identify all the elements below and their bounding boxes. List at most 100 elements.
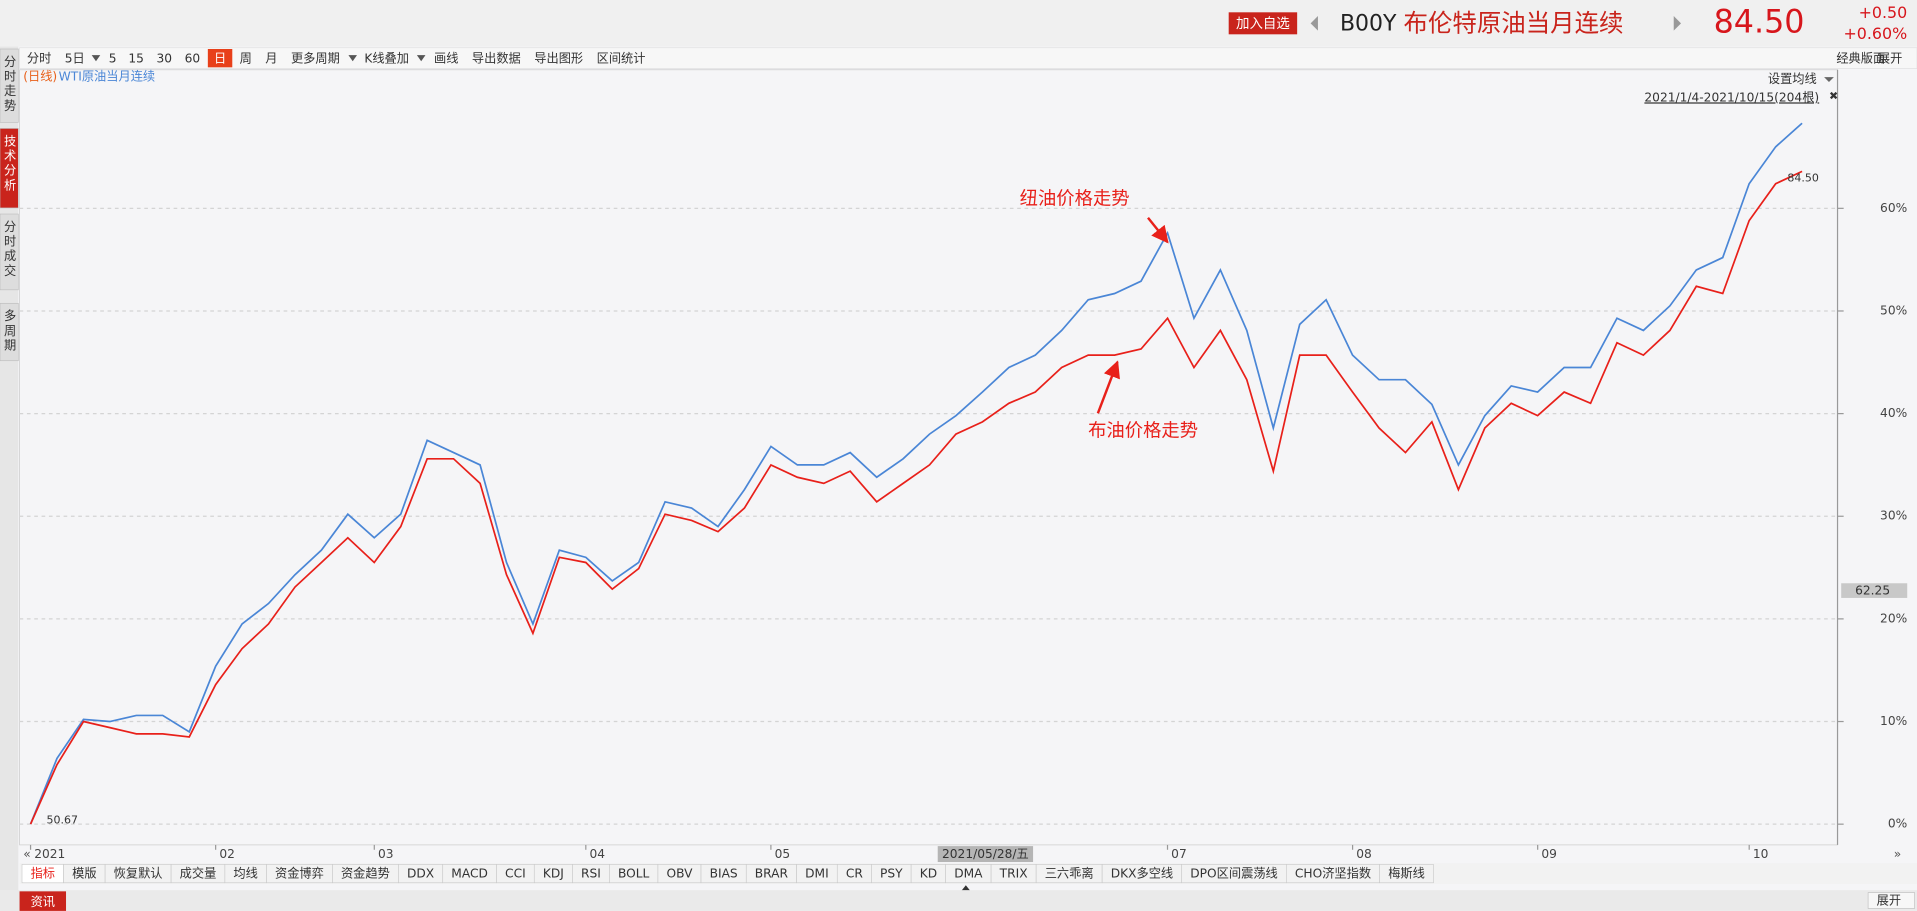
annotation: 纽油价格走势: [1020, 188, 1130, 209]
toolbar-item[interactable]: 15: [128, 51, 144, 65]
side-tab-label[interactable]: 多周期: [2, 309, 16, 353]
y-tick-label: 60%: [1880, 201, 1907, 215]
active-period[interactable]: [207, 48, 233, 68]
side-tab-label[interactable]: 分时走势: [2, 55, 16, 114]
side-tab-label[interactable]: 技术分析: [2, 134, 16, 193]
indicator-tab-label[interactable]: DKX多空线: [1111, 867, 1173, 881]
chevrons: «: [1862, 51, 1869, 65]
toolbar-item[interactable]: 分时: [27, 51, 51, 65]
toolbar-item[interactable]: 导出图形: [534, 51, 583, 65]
annotation-arrow: [1096, 360, 1120, 414]
indicator-tab-label[interactable]: DMA: [954, 867, 983, 881]
y-tick-label: 0%: [1888, 817, 1907, 831]
toolbar: [19, 47, 1917, 69]
toolbar-item[interactable]: 5日: [65, 51, 85, 65]
toolbar-item[interactable]: 更多周期: [291, 51, 340, 65]
indicator-tab-label[interactable]: CR: [846, 867, 864, 881]
indicator-tab-label[interactable]: PSY: [880, 867, 903, 881]
next-arrow[interactable]: [1673, 15, 1682, 31]
dropdown-arrow[interactable]: [91, 55, 101, 62]
indicator-tab-label[interactable]: 资金趋势: [341, 866, 390, 881]
side-tab[interactable]: [0, 213, 19, 291]
indicator-tab-label[interactable]: OBV: [666, 867, 693, 881]
layout-toggle[interactable]: 经典版面: [1836, 51, 1885, 65]
dropdown-arrow[interactable]: [1824, 77, 1834, 83]
x-tick-label: 03: [378, 847, 394, 861]
toolbar-item[interactable]: 画线: [434, 51, 458, 65]
indicator-tab-label[interactable]: 资金博弈: [275, 866, 324, 881]
toolbar-item[interactable]: 导出数据: [472, 50, 521, 65]
news-tab[interactable]: [19, 891, 67, 911]
indicator-tab-label[interactable]: 恢复默认: [114, 866, 163, 881]
scroll-left[interactable]: «: [23, 847, 30, 861]
indicator-tab-label[interactable]: CCI: [505, 867, 526, 881]
pin-icon[interactable]: ✖: [1829, 90, 1838, 103]
indicator-tab-label[interactable]: DDX: [407, 867, 434, 881]
toolbar-item[interactable]: 区间统计: [597, 51, 646, 65]
y-tick-label: 40%: [1880, 406, 1907, 420]
dropdown-arrow[interactable]: [348, 55, 357, 62]
collapse-handle[interactable]: [960, 885, 971, 892]
add-watchlist-button[interactable]: [1228, 12, 1298, 35]
y-tick-label: 50%: [1880, 303, 1907, 317]
toolbar-item[interactable]: 5: [109, 51, 117, 65]
toolbar-item[interactable]: 日: [214, 51, 226, 65]
toolbar-item[interactable]: K线叠加: [364, 51, 409, 65]
series-line: [29, 170, 1803, 825]
toolbar-item[interactable]: 30: [156, 51, 172, 65]
x-tick-label: 05: [775, 847, 791, 861]
expand-label[interactable]: 展开: [1877, 894, 1901, 908]
indicator-tab-label[interactable]: 指标: [31, 866, 55, 881]
toolbar-item[interactable]: 月: [265, 51, 277, 65]
indicator-tab-label[interactable]: TRIX: [999, 867, 1028, 881]
indicator-tab-label[interactable]: KD: [920, 867, 937, 881]
crosshair-y-box: [1841, 583, 1908, 598]
symbol-name: 布伦特原油当月连续: [1404, 9, 1624, 38]
x-tick-label: 09: [1541, 847, 1557, 861]
period-label: (日线): [23, 70, 57, 84]
crosshair-x-box: [937, 846, 1034, 863]
side-tab-label[interactable]: 分时成交: [2, 220, 16, 279]
footer-bar: [0, 890, 1917, 911]
plot-area: [19, 69, 1838, 846]
indicator-tab-label[interactable]: BRAR: [755, 867, 789, 881]
toolbar-item[interactable]: 周: [240, 51, 252, 65]
indicator-tab-label[interactable]: 三六乖离: [1045, 866, 1094, 881]
scroll-right[interactable]: »: [1894, 847, 1901, 861]
side-tab[interactable]: [0, 48, 19, 123]
news-tab-label[interactable]: 资讯: [31, 895, 55, 909]
ma-settings[interactable]: 设置均线: [1768, 72, 1817, 86]
indicator-tab-label[interactable]: BOLL: [618, 867, 650, 881]
indicator-tab-label[interactable]: KDJ: [543, 867, 564, 881]
first-price-label: 50.67: [46, 813, 78, 826]
expand-toggle[interactable]: 展开: [1878, 51, 1902, 65]
indicator-tab-label[interactable]: DMI: [805, 867, 829, 881]
indicator-tab-label[interactable]: DPO区间震荡线: [1190, 867, 1278, 881]
prev-arrow[interactable]: [1310, 15, 1318, 31]
indicator-tabs: 指标 模版 恢复默认 成交量 均线 资金博弈 资金趋势 DDX MACD CCI KDJ RSI BOL…: [21, 864, 1434, 884]
toolbar-item[interactable]: 60: [185, 51, 201, 65]
dropdown-arrow[interactable]: [416, 55, 426, 62]
add-watchlist-label[interactable]: 加入自选: [1236, 16, 1290, 32]
side-tab[interactable]: [0, 128, 19, 209]
indicator-tab-label[interactable]: MACD: [451, 867, 488, 881]
indicator-tab-label[interactable]: 梅斯线: [1388, 866, 1425, 881]
annotation: 布油价格走势: [1088, 421, 1198, 442]
price-change-pct: +0.60%: [1843, 24, 1907, 43]
x-tick-label: 04: [589, 847, 605, 861]
indicator-tab[interactable]: [1379, 864, 1434, 884]
symbol-code: B00Y: [1340, 12, 1397, 37]
x-tick-label: 2021: [34, 847, 65, 861]
legend-entry: WTI原油当月连续: [59, 69, 155, 84]
chart: 0% 10% 20% 30% 40% 50% 60% 2021 02 03 04 05 07 08 09 10: [19, 122, 1907, 861]
indicator-tab-label[interactable]: 成交量: [180, 866, 217, 881]
price-change: +0.50: [1859, 3, 1908, 22]
indicator-tab-label[interactable]: 模版: [72, 867, 96, 881]
expand-button[interactable]: [1867, 892, 1915, 909]
side-tab[interactable]: [0, 302, 19, 362]
indicator-tab-label[interactable]: 均线: [233, 867, 257, 881]
indicator-tab-label[interactable]: CHO济坚指数: [1295, 866, 1371, 881]
indicator-tab-label[interactable]: BIAS: [710, 867, 738, 881]
indicator-tab-label[interactable]: RSI: [581, 867, 601, 881]
